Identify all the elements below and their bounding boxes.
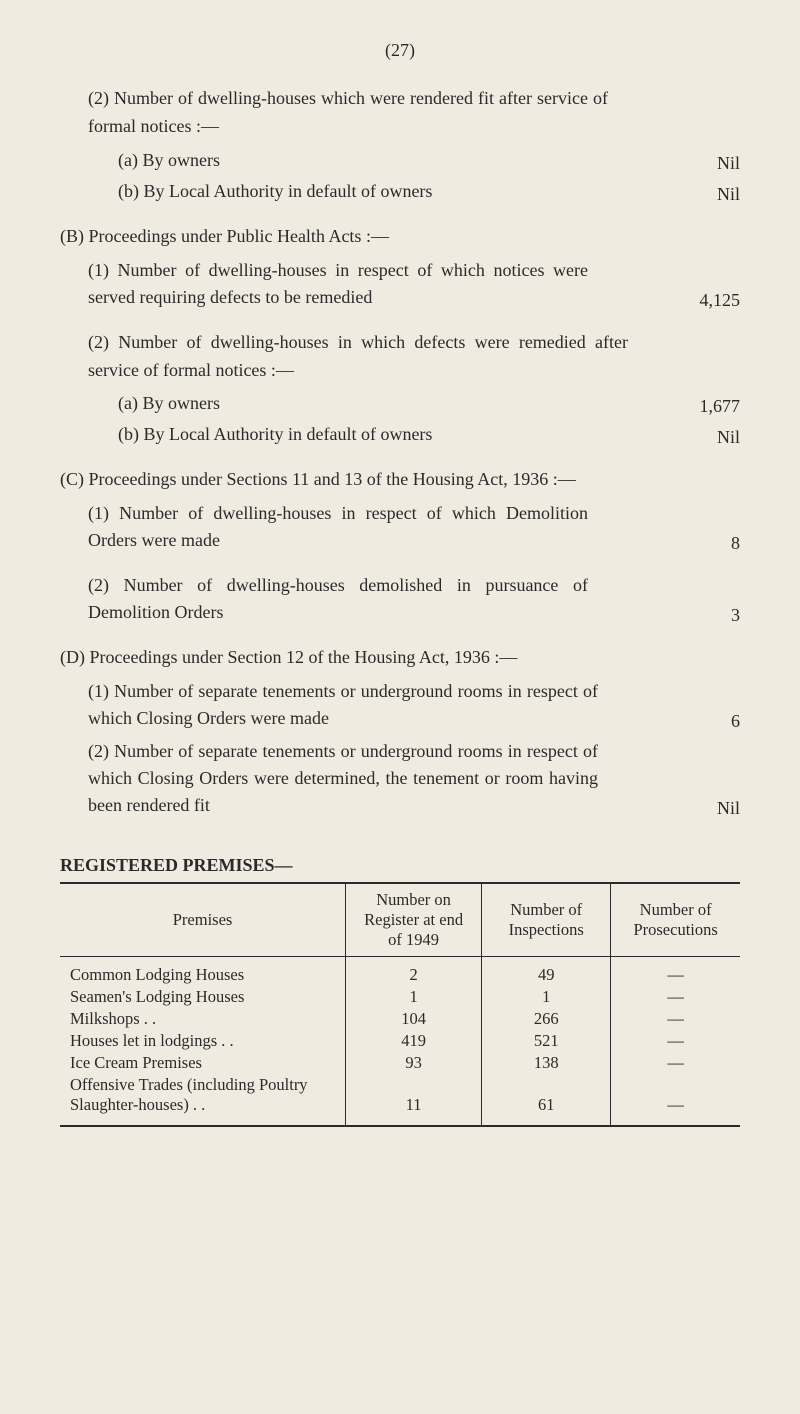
page-number: (27) xyxy=(60,40,740,61)
d2-label: (2) Number of separate tenements or unde… xyxy=(88,738,598,819)
table-row: Ice Cream Premises 93 138 — xyxy=(60,1052,740,1074)
cell: — xyxy=(611,1008,740,1030)
cell: 1 xyxy=(346,986,482,1008)
cell: — xyxy=(611,986,740,1008)
table-row: Common Lodging Houses 2 49 — xyxy=(60,957,740,987)
cell: — xyxy=(611,957,740,987)
b1-label: (1) Number of dwelling-houses in respect… xyxy=(88,257,588,311)
cell: 266 xyxy=(482,1008,611,1030)
cell: 61 xyxy=(482,1074,611,1126)
col-register: Number on Register at end of 1949 xyxy=(346,884,482,957)
cell: 521 xyxy=(482,1030,611,1052)
section-d-heading: (D) Proceedings under Section 12 of the … xyxy=(60,644,740,672)
cell: Milkshops . . xyxy=(60,1008,346,1030)
c1-value: 8 xyxy=(715,533,740,554)
section-a2-intro: (2) Number of dwelling-houses which were… xyxy=(60,85,608,141)
cell: 93 xyxy=(346,1052,482,1074)
c2-label: (2) Number of dwelling-houses demolished… xyxy=(88,572,588,626)
table-heading: REGISTERED PREMISES— xyxy=(60,855,740,876)
cell: 104 xyxy=(346,1008,482,1030)
cell: — xyxy=(611,1052,740,1074)
a2-a-label: (a) By owners xyxy=(118,147,220,174)
b1-value: 4,125 xyxy=(684,290,741,311)
b2a-value: 1,677 xyxy=(684,396,741,417)
document-page: (27) (2) Number of dwelling-houses which… xyxy=(0,0,800,1167)
a2-b-label: (b) By Local Authority in default of own… xyxy=(118,178,432,205)
cell: 2 xyxy=(346,957,482,987)
premises-table: Premises Number on Register at end of 19… xyxy=(60,882,740,1127)
cell: — xyxy=(611,1074,740,1126)
b2b-value: Nil xyxy=(701,427,740,448)
c2-value: 3 xyxy=(715,605,740,626)
d2-value: Nil xyxy=(701,798,740,819)
b2a-label: (a) By owners xyxy=(118,390,220,417)
col-inspections: Number of Inspections xyxy=(482,884,611,957)
d1-label: (1) Number of separate tenements or unde… xyxy=(88,678,598,732)
col-premises: Premises xyxy=(60,884,346,957)
cell: Seamen's Lodging Houses xyxy=(60,986,346,1008)
cell: Houses let in lodgings . . xyxy=(60,1030,346,1052)
table-row: Seamen's Lodging Houses 1 1 — xyxy=(60,986,740,1008)
section-b-heading: (B) Proceedings under Public Health Acts… xyxy=(60,223,740,251)
cell: 49 xyxy=(482,957,611,987)
cell: 138 xyxy=(482,1052,611,1074)
cell: 11 xyxy=(346,1074,482,1126)
table-row: Milkshops . . 104 266 — xyxy=(60,1008,740,1030)
table-row: Houses let in lodgings . . 419 521 — xyxy=(60,1030,740,1052)
b2-intro: (2) Number of dwelling-houses in which d… xyxy=(60,329,628,385)
cell: Offensive Trades (including Poultry Slau… xyxy=(60,1074,346,1126)
cell: Ice Cream Premises xyxy=(60,1052,346,1074)
table-row: Offensive Trades (including Poultry Slau… xyxy=(60,1074,740,1126)
col-prosecutions: Number of Prosecutions xyxy=(611,884,740,957)
a2-b-value: Nil xyxy=(701,184,740,205)
c1-label: (1) Number of dwelling-houses in respect… xyxy=(88,500,588,554)
a2-a-value: Nil xyxy=(701,153,740,174)
cell: 1 xyxy=(482,986,611,1008)
b2b-label: (b) By Local Authority in default of own… xyxy=(118,421,432,448)
section-c-heading: (C) Proceedings under Sections 11 and 13… xyxy=(60,466,740,494)
cell: 419 xyxy=(346,1030,482,1052)
cell: Common Lodging Houses xyxy=(60,957,346,987)
cell: — xyxy=(611,1030,740,1052)
d1-value: 6 xyxy=(715,711,740,732)
